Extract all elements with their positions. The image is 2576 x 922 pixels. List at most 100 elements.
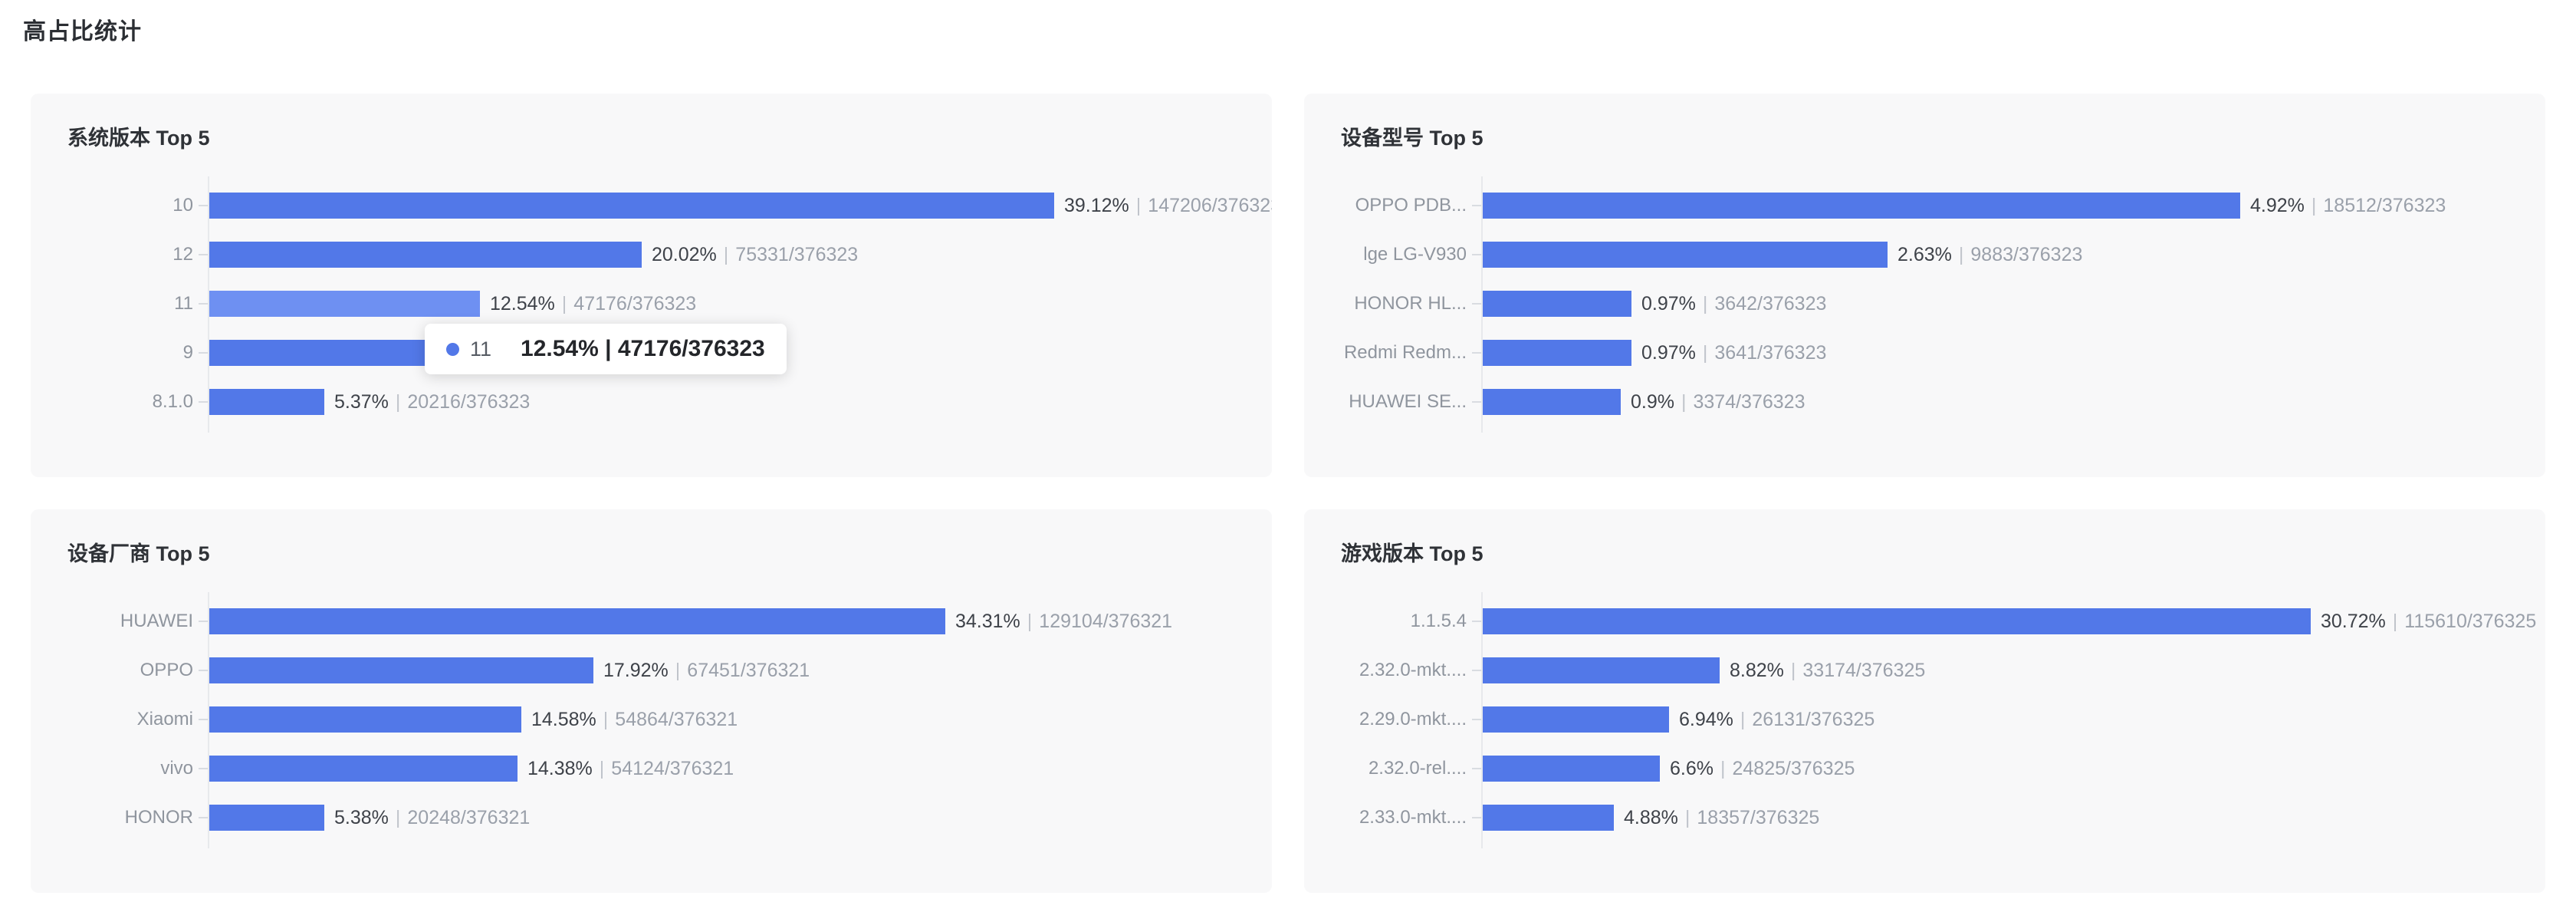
chart-row: 2.32.0-mkt.... 8.82% | 33174/376325 [1304,646,2545,695]
percent-text: 4.88% [1624,806,1678,828]
category-label: lge LG-V930 [1363,244,1467,265]
percent-text: 0.97% [1641,341,1696,364]
percent-text: 2.63% [1898,243,1952,265]
chart-row: 1.1.5.4 30.72% | 115610/376325 [1304,597,2545,646]
value-label: 8.82% | 33174/376325 [1730,660,1925,682]
value-label: 6.6% | 24825/376325 [1670,758,1855,780]
value-label: 20.02% | 75331/376323 [652,244,858,266]
chart-tooltip: 11 12.54% | 47176/376323 [425,324,787,374]
bar[interactable] [1482,657,1720,683]
category-label: Xiaomi [136,709,193,729]
percent-text: 20.02% [652,243,717,265]
separator: | [1740,708,1746,730]
value-label: 17.92% | 67451/376321 [603,660,810,682]
category-label: HONOR HL... [1354,293,1467,314]
bar[interactable] [1482,242,1888,268]
count-text: 129104/376321 [1039,610,1173,632]
bar[interactable] [209,242,642,268]
bar-track: 20.02% | 75331/376323 [209,242,1272,268]
tooltip-category: 11 [470,337,492,361]
chart-row: 2.29.0-mkt.... 6.94% | 26131/376325 [1304,695,2545,744]
count-text: 3374/376323 [1693,390,1806,413]
bar[interactable] [209,340,451,366]
separator: | [395,390,401,413]
category-label: 2.32.0-rel.... [1368,758,1467,779]
bar[interactable] [1482,608,2311,634]
count-text: 47176/376323 [573,292,697,314]
bar-track: 5.37% | 20216/376323 [209,389,1272,415]
category-label: 2.29.0-mkt.... [1359,709,1467,729]
count-text: 24825/376325 [1732,757,1855,779]
bar[interactable] [1482,340,1631,366]
bar[interactable] [209,193,1054,219]
bar[interactable] [1482,193,2240,219]
chart-row: 2.33.0-mkt.... 4.88% | 18357/376325 [1304,793,2545,842]
chart-row: HONOR HL... 0.97% | 3642/376323 [1304,279,2545,328]
bar[interactable] [209,756,518,782]
bar-track: 0.97% | 3642/376323 [1482,291,2545,317]
separator: | [1702,292,1708,314]
bar-track: 4.92% | 18512/376323 [1482,193,2545,219]
bar[interactable] [209,291,480,317]
bar-track [209,340,1272,366]
bar[interactable] [209,657,593,683]
panel-title: 设备厂商 Top 5 [67,542,210,565]
category-label: OPPO [140,660,193,680]
count-text: 3642/376323 [1714,292,1827,314]
percent-text: 5.38% [334,806,389,828]
panel-title: 设备型号 Top 5 [1341,127,1484,150]
value-label: 34.31% | 129104/376321 [955,611,1172,633]
category-label: HONOR [124,807,193,828]
panel-title: 系统版本 Top 5 [67,127,210,150]
count-text: 54864/376321 [615,708,738,730]
tooltip-value: 12.54% | 47176/376323 [521,336,765,361]
bar[interactable] [209,805,324,831]
bar[interactable] [1482,291,1631,317]
category-label: Redmi Redm... [1343,342,1467,363]
separator: | [1702,341,1708,364]
chart-row: OPPO 17.92% | 67451/376321 [31,646,1272,695]
bar-track: 39.12% | 147206/376323 [209,193,1272,219]
percent-text: 8.82% [1730,659,1784,681]
chart-row: 12 20.02% | 75331/376323 [31,230,1272,279]
count-text: 20248/376321 [407,806,531,828]
count-text: 67451/376321 [687,659,810,681]
bar-track: 6.6% | 24825/376325 [1482,756,2545,782]
bar[interactable] [209,608,945,634]
chart-row: 2.32.0-rel.... 6.6% | 24825/376325 [1304,744,2545,793]
bar[interactable] [1482,389,1621,415]
bar-track: 14.58% | 54864/376321 [209,706,1272,733]
value-label: 0.9% | 3374/376323 [1631,391,1805,413]
panel-device-vendor-top5: 设备厂商 Top 5 HUAWEI 34.31% | 129104/376321 OPP… [31,509,1272,893]
panel-system-version-top5: 系统版本 Top 5 10 39.12% | 147206/376323 12 20.02… [31,94,1272,477]
chart-row: 10 39.12% | 147206/376323 [31,181,1272,230]
value-label: 30.72% | 115610/376325 [2321,611,2536,633]
count-text: 26131/376325 [1752,708,1875,730]
panel-device-model-top5: 设备型号 Top 5 OPPO PDB... 4.92% | 18512/376323… [1304,94,2545,477]
value-label: 5.37% | 20216/376323 [334,391,530,413]
bar-track: 6.94% | 26131/376325 [1482,706,2545,733]
bar[interactable] [1482,805,1614,831]
y-axis-line [1481,176,1483,433]
category-label: HUAWEI SE... [1349,391,1467,412]
value-label: 5.38% | 20248/376321 [334,807,530,829]
chart-row: 11 12.54% | 47176/376323 [31,279,1272,328]
value-label: 14.38% | 54124/376321 [527,758,734,780]
count-text: 33174/376325 [1802,659,1926,681]
bar[interactable] [209,389,324,415]
category-label: 9 [182,342,193,363]
bar[interactable] [1482,756,1660,782]
bar[interactable] [209,706,521,733]
bar-chart-device-vendor: HUAWEI 34.31% | 129104/376321 OPPO 17.92% | 674… [31,592,1272,848]
category-label: 2.33.0-mkt.... [1359,807,1467,828]
value-label: 0.97% | 3642/376323 [1641,293,1826,315]
value-label: 2.63% | 9883/376323 [1898,244,2082,266]
chart-row: 9 [31,328,1272,377]
bar[interactable] [1482,706,1669,733]
separator: | [2311,194,2317,216]
separator: | [599,757,605,779]
count-text: 18512/376323 [2323,194,2446,216]
separator: | [1720,757,1726,779]
category-label: vivo [160,758,193,779]
panel-title: 游戏版本 Top 5 [1341,542,1484,565]
